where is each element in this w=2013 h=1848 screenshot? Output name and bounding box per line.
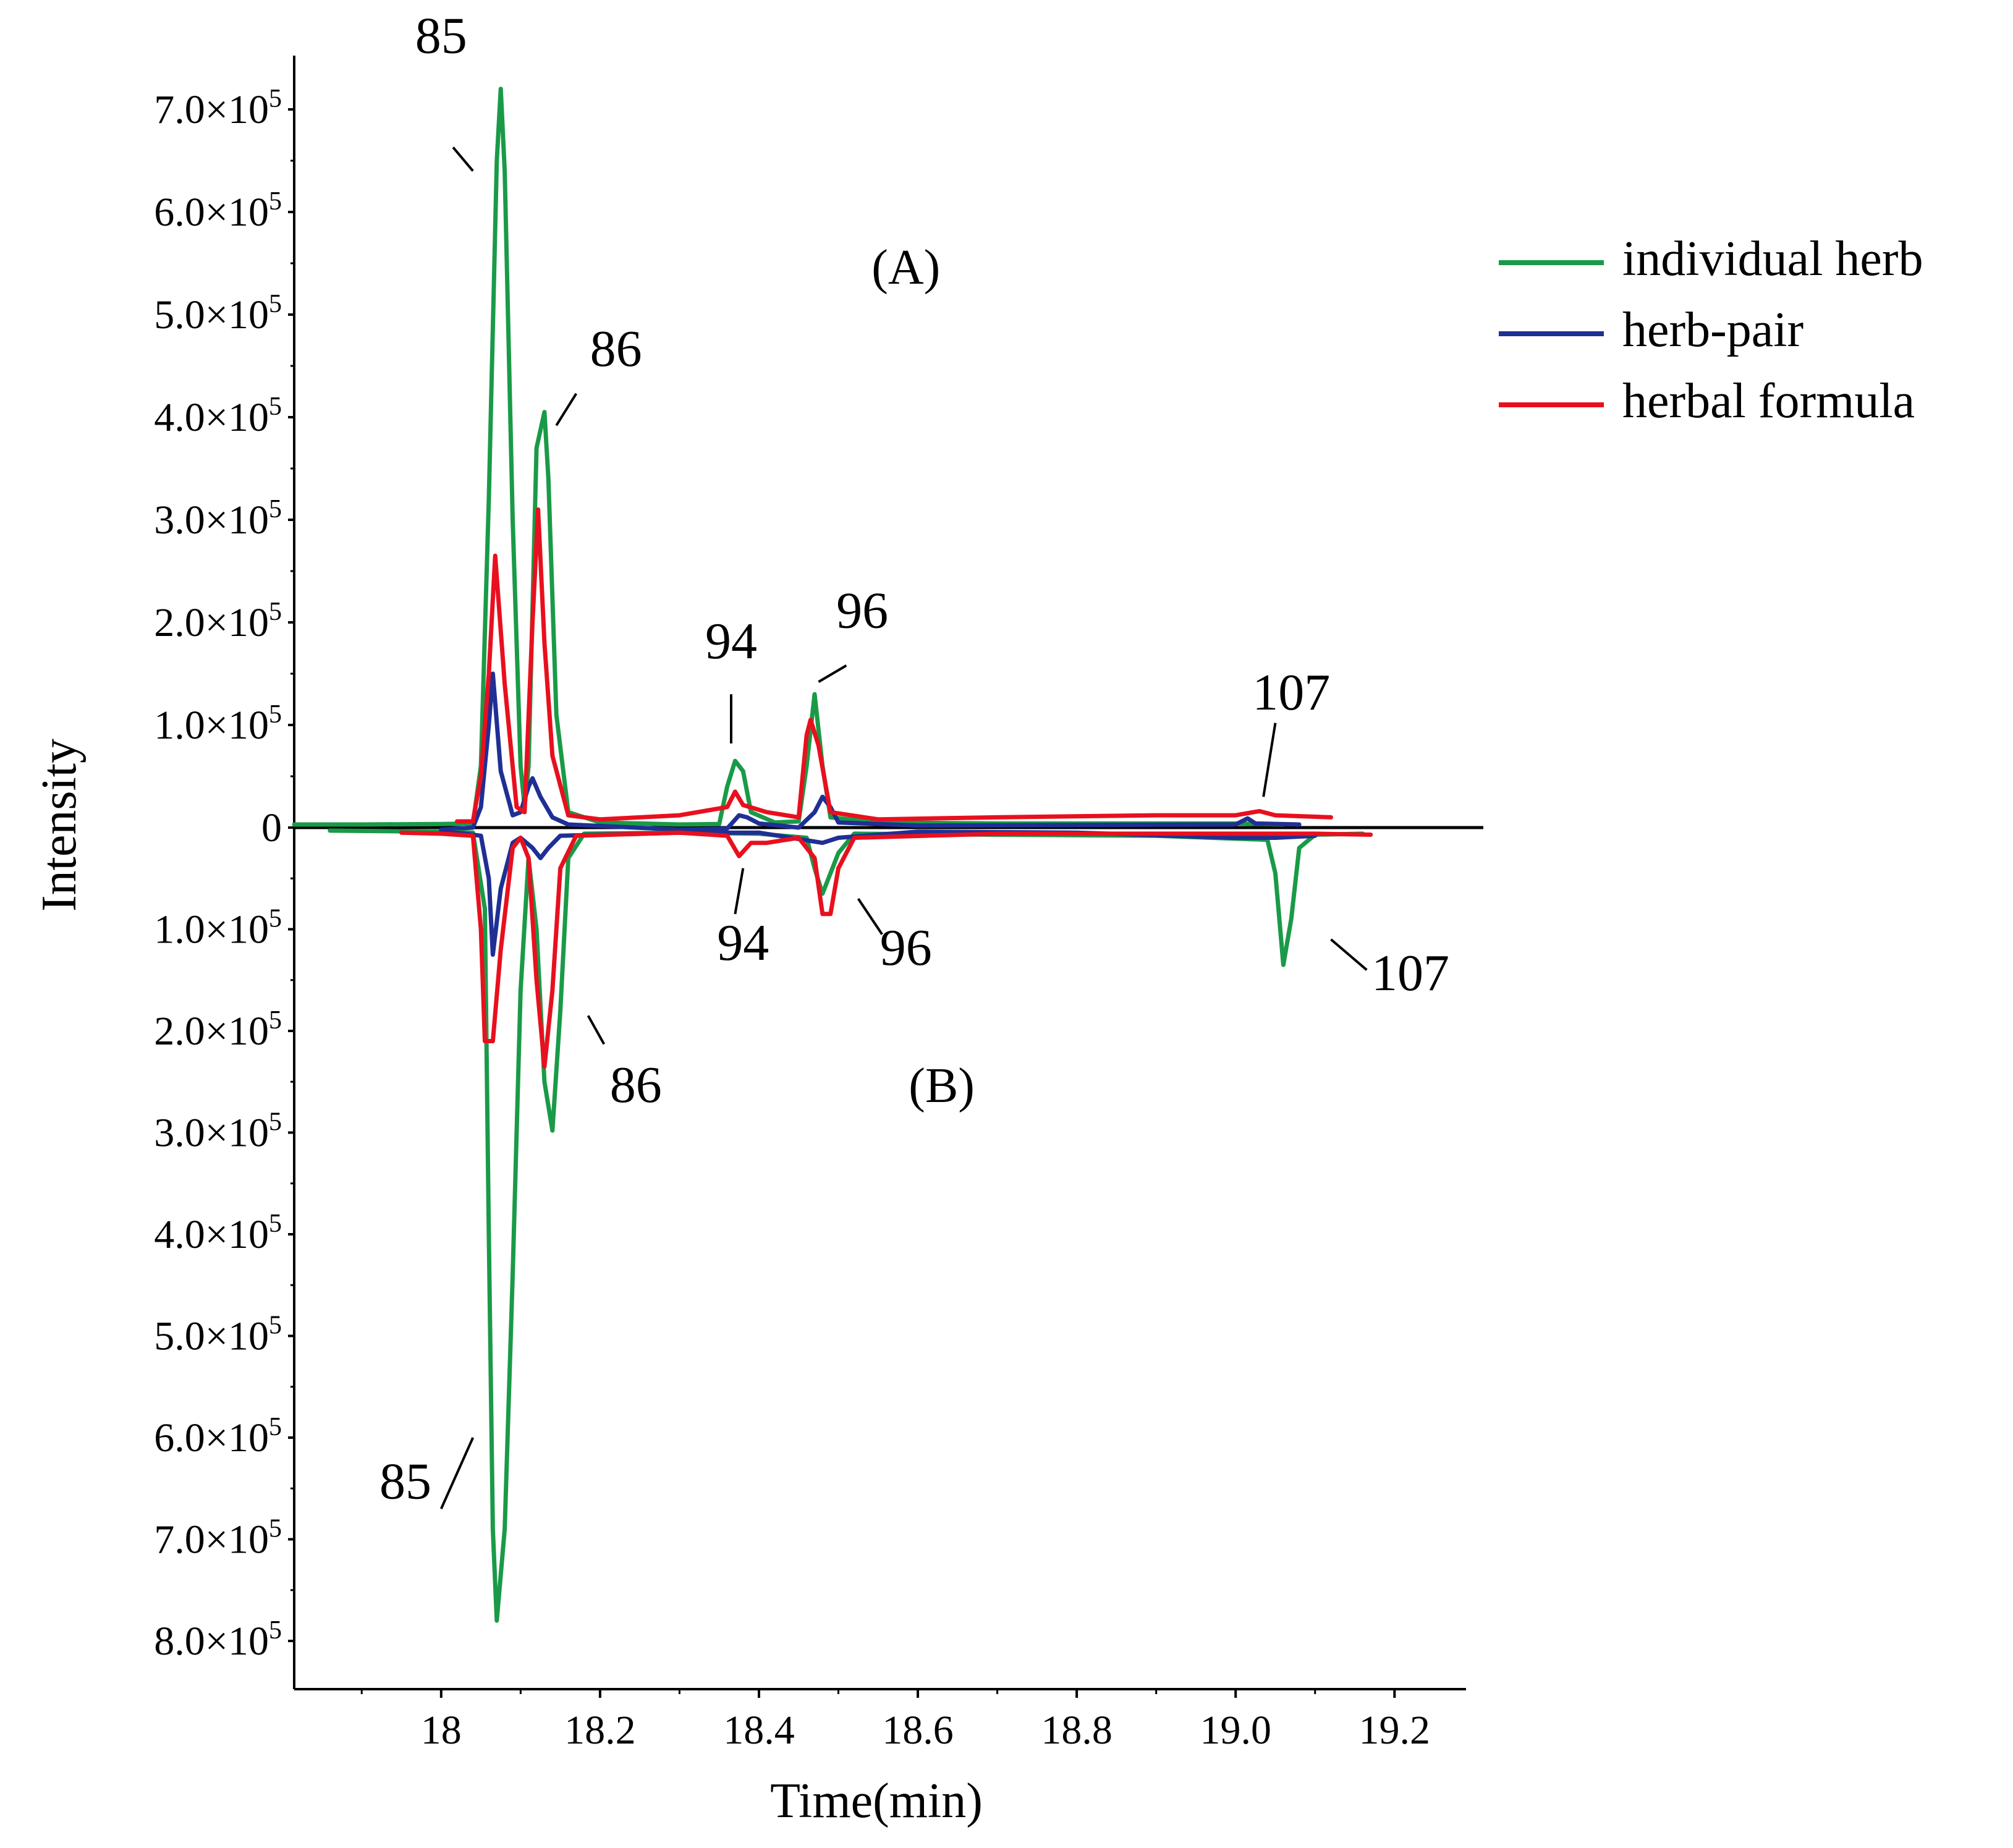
peak-label-107-a: 107 <box>1252 664 1330 721</box>
y-axis-title: Intensity <box>32 739 87 912</box>
y-tick-label: 6.0×105 <box>154 1413 282 1460</box>
axes <box>293 56 1483 1690</box>
y-tick-label: 2.0×105 <box>154 1006 282 1054</box>
y-tick-label: 4.0×105 <box>154 1210 282 1257</box>
x-tick-label: 19.2 <box>1359 1708 1431 1753</box>
x-tick-label: 18.4 <box>723 1708 795 1753</box>
series-line-individual-herb-b <box>328 828 1365 1623</box>
panel-labels: (A) (B) <box>871 240 975 1113</box>
y-tick-label: 1.0×105 <box>154 700 282 748</box>
peak-label-94-b: 94 <box>717 914 769 972</box>
y-tick-label: 5.0×105 <box>154 290 282 337</box>
x-tick-label: 18.8 <box>1041 1708 1112 1753</box>
peak-label-96-a: 96 <box>836 582 888 639</box>
peak-label-85-b: 85 <box>379 1453 431 1511</box>
peak-label-86-a: 86 <box>590 320 642 378</box>
peak-label-leader <box>439 1437 475 1509</box>
y-tick-label: 8.0×105 <box>154 1616 282 1664</box>
legend-label: herbal formula <box>1622 374 1915 428</box>
series-line-herb-pair-a <box>439 671 1302 832</box>
y-tick-label: 4.0×105 <box>154 392 282 440</box>
series-line-herbal-formula-a <box>455 507 1333 824</box>
x-tick-label: 19.0 <box>1200 1708 1271 1753</box>
legend-label: individual herb <box>1622 232 1923 286</box>
y-tick-label: 1.0×105 <box>154 905 282 952</box>
series-line-individual-herb-a <box>292 87 1286 827</box>
peak-label-leader <box>587 1015 606 1045</box>
x-tick-label: 18.2 <box>564 1708 636 1753</box>
peak-label-94-a: 94 <box>705 612 757 670</box>
legend: individual herb herb-pair herbal formula <box>1499 232 1923 428</box>
y-tick-label: 7.0×105 <box>154 85 282 132</box>
peak-label-107-b: 107 <box>1371 944 1449 1002</box>
x-ticks: 18 18.2 18.4 18.6 18.8 19.0 19.2 <box>360 1689 1431 1753</box>
y-tick-label: 3.0×105 <box>154 1108 282 1156</box>
series-lines <box>292 87 1373 1623</box>
x-axis-title: Time(min) <box>770 1774 983 1828</box>
peak-label-leader <box>734 868 745 915</box>
series-line-herbal-formula-b <box>399 830 1373 1069</box>
peak-labels: 85 86 94 96 107 85 86 94 96 107 <box>379 7 1449 1511</box>
peak-label-86-b: 86 <box>610 1056 662 1114</box>
peak-label-leader <box>1330 938 1368 971</box>
legend-label: herb-pair <box>1622 303 1803 357</box>
y-tick-label: 0 <box>261 805 282 850</box>
y-tick-label: 6.0×105 <box>154 187 282 235</box>
peak-label-leader <box>1262 723 1277 797</box>
peak-label-96-b: 96 <box>880 919 932 977</box>
panel-label: (B) <box>909 1059 975 1113</box>
y-tick-label: 5.0×105 <box>154 1312 282 1359</box>
peak-label-85-a: 85 <box>415 7 467 65</box>
peak-label-leader <box>452 146 474 172</box>
y-tick-label: 7.0×105 <box>154 1515 282 1562</box>
y-tick-label: 2.0×105 <box>154 598 282 645</box>
panel-label: (A) <box>871 240 940 295</box>
x-tick-label: 18.6 <box>882 1708 954 1753</box>
y-tick-label: 3.0×105 <box>154 495 282 543</box>
peak-label-leader <box>857 898 883 935</box>
peak-label-leader <box>818 664 847 684</box>
x-tick-label: 18 <box>421 1708 462 1753</box>
y-ticks: 0 1.0×105 2.0×105 3.0×105 4.0×105 5.0×105 6.0×… <box>154 85 294 1664</box>
peak-label-leader <box>555 392 578 426</box>
